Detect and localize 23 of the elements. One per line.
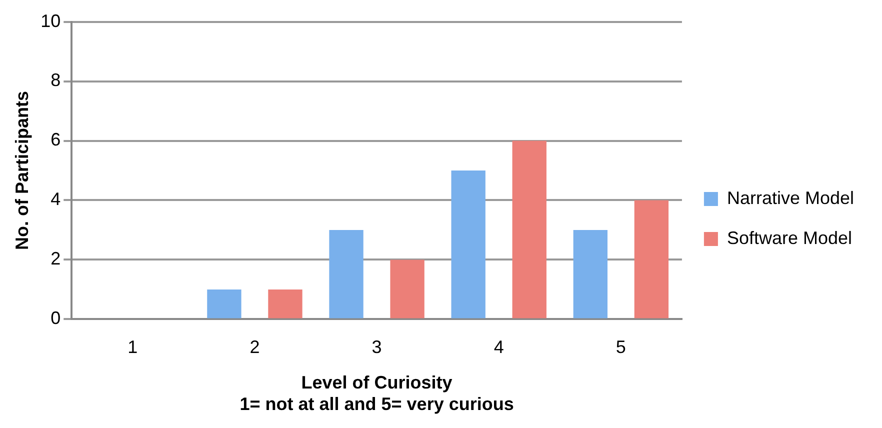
x-tick-label: 4 <box>494 336 504 357</box>
y-tick-label: 2 <box>50 248 61 269</box>
y-tick-label: 4 <box>50 189 61 210</box>
legend-label: Software Model <box>726 228 852 248</box>
y-tick-label: 6 <box>50 130 61 150</box>
y-axis-title: No. of Participants <box>12 90 32 250</box>
x-axis-title: Level of Curiosity 1= not at all and 5= very curious <box>240 372 514 414</box>
y-tick-label: 10 <box>40 10 61 31</box>
bar <box>390 260 424 318</box>
legend-label: Narrative Model <box>726 188 854 208</box>
y-tick-label: 8 <box>50 70 61 90</box>
x-tick-label: 2 <box>250 336 260 357</box>
bar <box>573 230 608 318</box>
bar <box>329 230 364 318</box>
x-tick-label: 1 <box>128 336 138 357</box>
bar <box>451 170 486 318</box>
bar <box>268 289 302 318</box>
x-tick-label: 3 <box>372 336 382 357</box>
y-tick-label: 0 <box>50 308 61 328</box>
x-tick-label: 5 <box>616 336 626 357</box>
bar <box>512 140 546 318</box>
bar <box>207 289 242 318</box>
bar <box>634 200 669 318</box>
